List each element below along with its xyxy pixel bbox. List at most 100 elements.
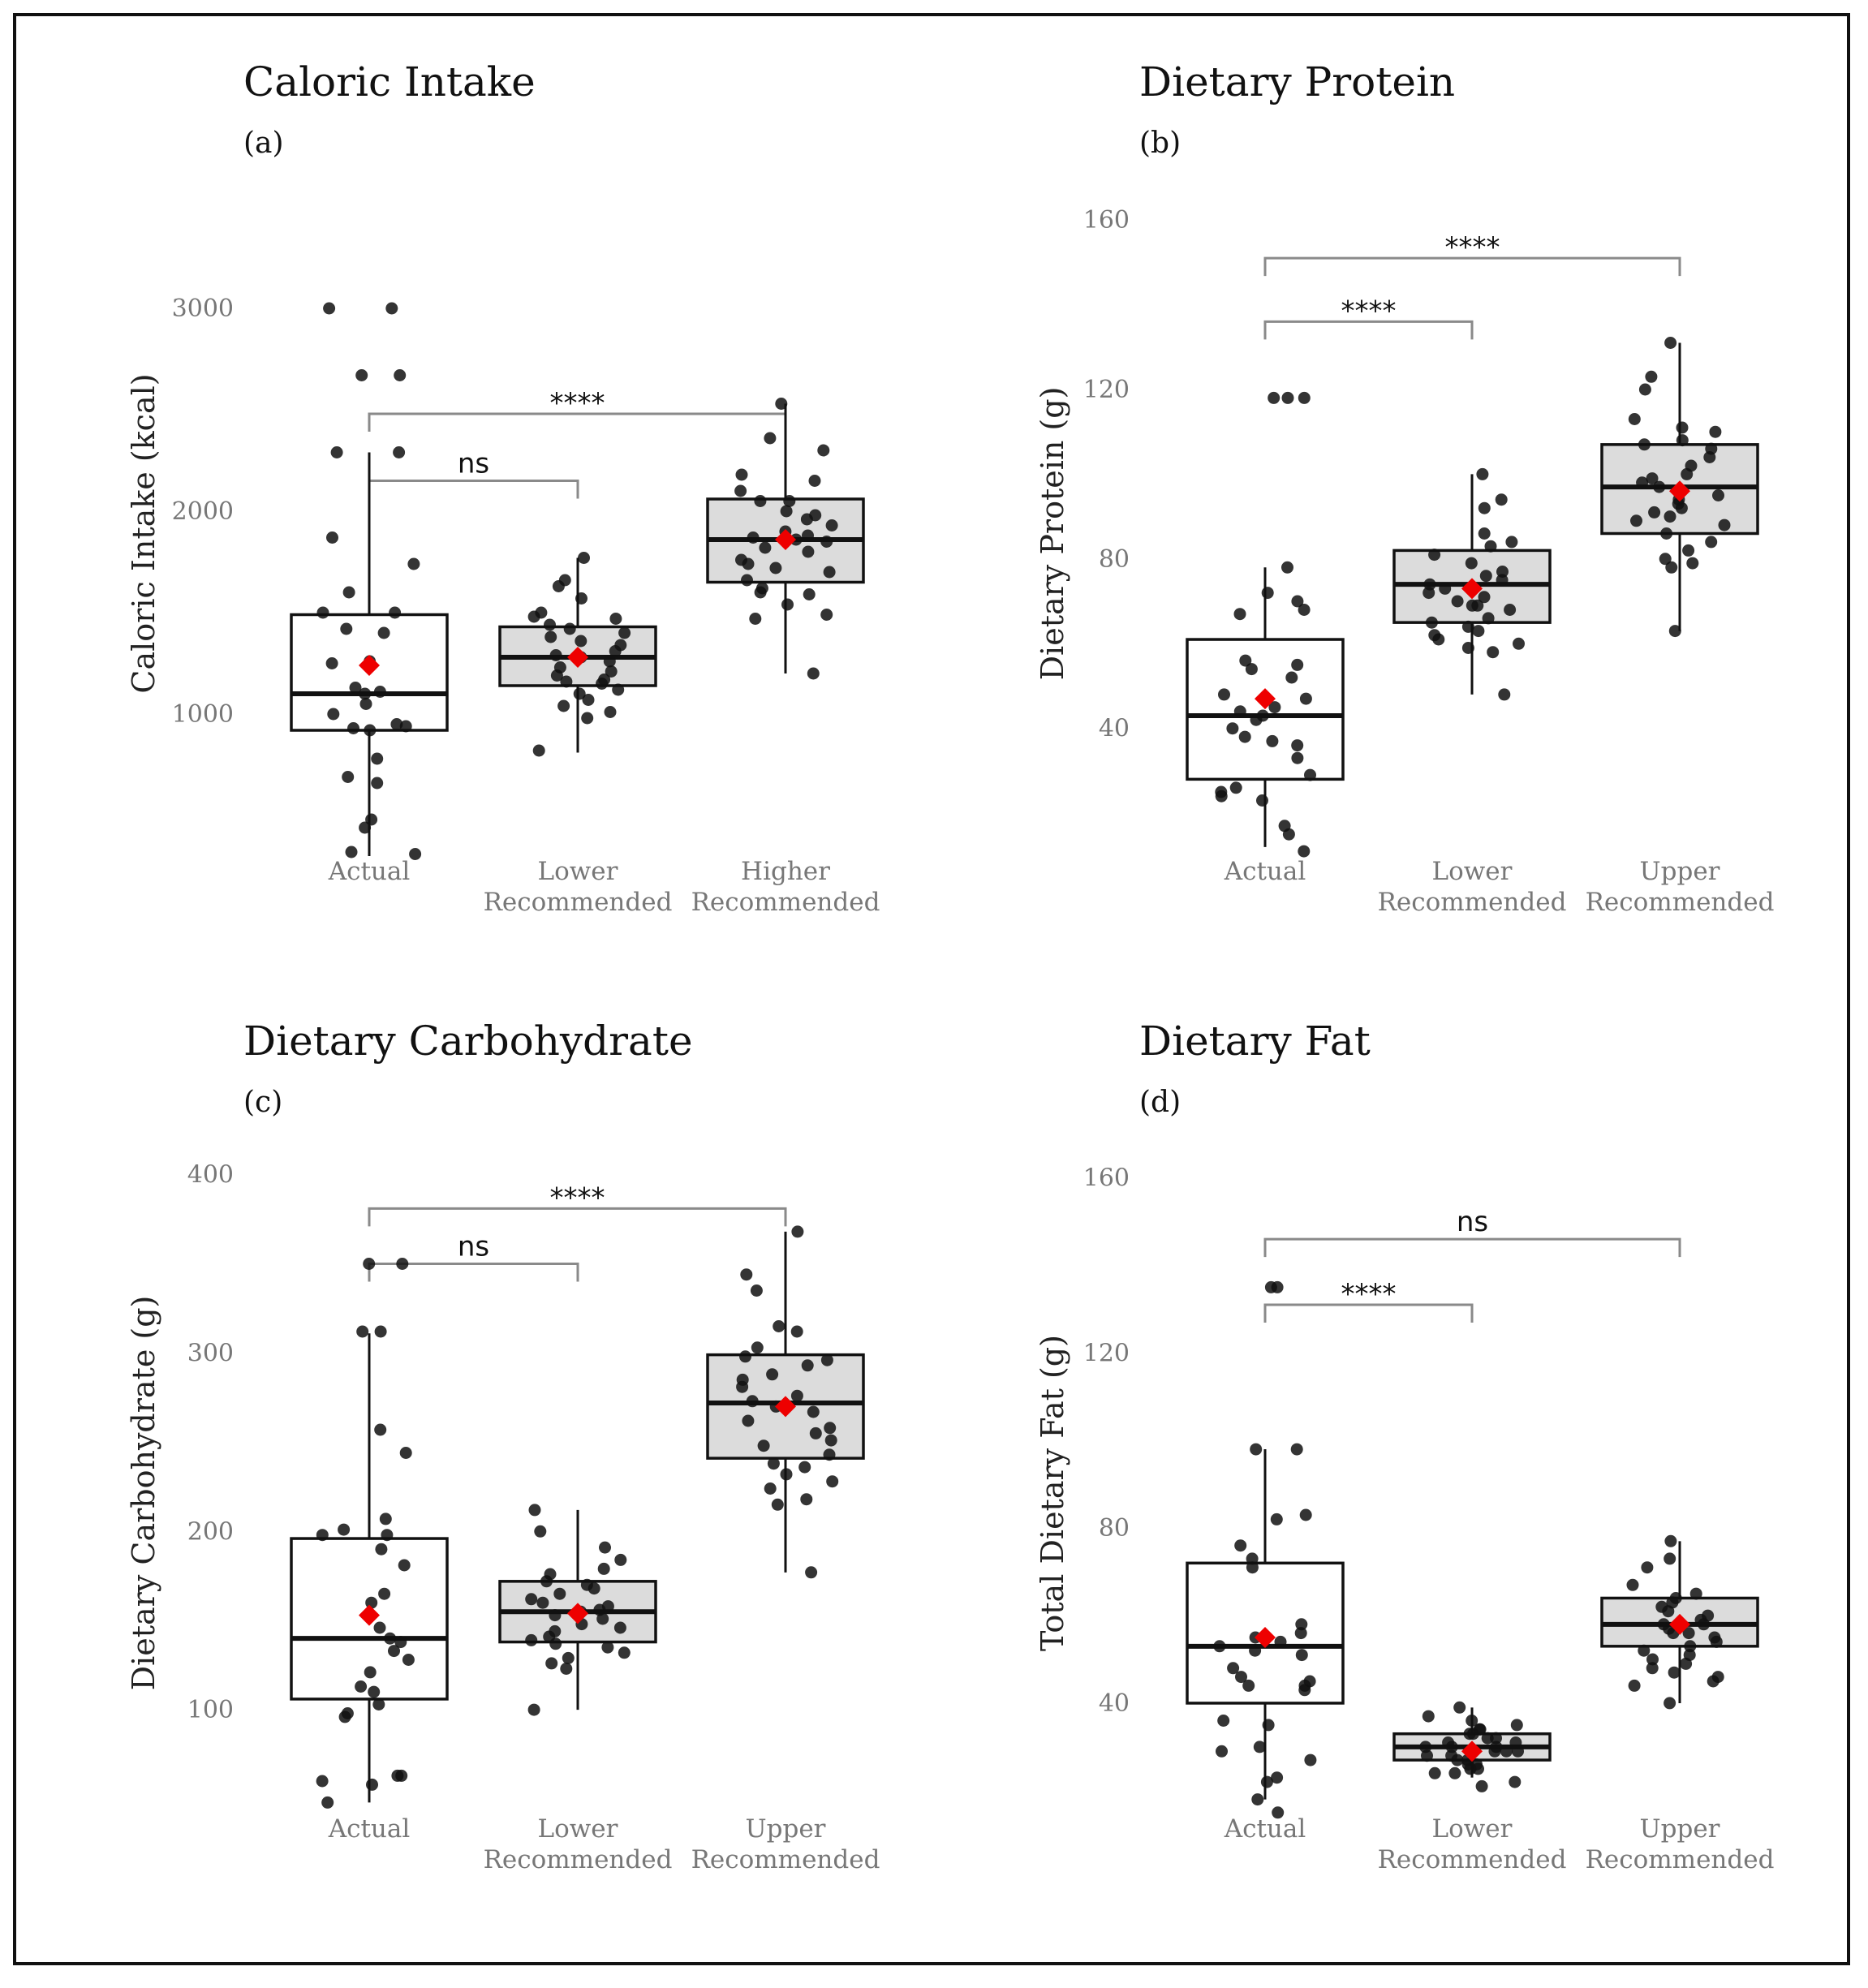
data-point (373, 686, 386, 698)
data-point (604, 706, 617, 718)
data-point (1246, 1561, 1259, 1574)
data-point (1478, 591, 1491, 604)
data-point (1628, 1679, 1641, 1692)
data-point (1238, 730, 1251, 743)
data-point (549, 649, 562, 661)
data-point (800, 1493, 813, 1506)
data-point (1451, 1753, 1464, 1766)
data-point (391, 1769, 404, 1782)
data-point (1712, 489, 1724, 501)
data-point (826, 1475, 839, 1488)
data-point (399, 720, 412, 733)
data-point (375, 1543, 388, 1556)
panel-title: Dietary Protein (1139, 58, 1455, 105)
mean-marker (1669, 480, 1690, 502)
x-tick-label: Upper (1640, 857, 1720, 886)
mean-marker (1461, 1741, 1483, 1762)
data-point (1299, 1508, 1312, 1521)
data-point (1229, 781, 1242, 794)
data-point (359, 698, 372, 710)
data-point (534, 1525, 547, 1538)
data-point (1448, 1766, 1461, 1779)
data-point (754, 495, 767, 507)
data-point (751, 1341, 764, 1354)
significance-bracket (368, 1207, 787, 1227)
data-point (1481, 1732, 1494, 1745)
data-point (330, 446, 343, 458)
significance-label: **** (1341, 1278, 1397, 1310)
mean-marker (1461, 578, 1483, 600)
data-point (609, 613, 622, 625)
panel-letter: (c) (243, 1086, 282, 1119)
data-point (1298, 845, 1311, 858)
data-point (780, 505, 793, 518)
data-point (527, 610, 540, 623)
data-point (1628, 413, 1641, 425)
data-point (379, 1513, 392, 1525)
data-point (1445, 1741, 1458, 1753)
panel-letter: (a) (243, 127, 284, 160)
data-point (345, 846, 358, 858)
data-point (803, 588, 816, 600)
data-point (1218, 688, 1230, 701)
data-point (800, 513, 813, 526)
data-point (544, 630, 557, 643)
data-point (1686, 557, 1699, 570)
data-point (1646, 1662, 1659, 1675)
data-point (742, 557, 755, 570)
data-point (735, 468, 748, 481)
data-point (368, 1685, 381, 1698)
data-point (1490, 1732, 1502, 1745)
data-point (1496, 574, 1509, 587)
data-point (398, 1559, 411, 1572)
data-point (603, 655, 616, 668)
data-point (790, 1325, 803, 1338)
data-point (536, 1596, 549, 1609)
significance-label: ns (458, 1231, 489, 1263)
y-tick-label: 160 (1083, 1164, 1130, 1193)
data-point (1294, 1627, 1307, 1640)
data-point (394, 1636, 407, 1649)
data-point (1262, 1719, 1275, 1732)
significance-label: ns (1457, 1206, 1488, 1238)
box-iqr (706, 1353, 865, 1460)
data-point (754, 586, 767, 599)
data-point (614, 1553, 627, 1566)
data-point (820, 536, 833, 548)
data-point (1478, 527, 1491, 540)
data-point (823, 1448, 836, 1461)
x-tick-label: Upper (1640, 1814, 1720, 1844)
data-point (373, 1621, 386, 1634)
x-tick-label: Higher (741, 857, 830, 886)
data-point (769, 562, 782, 574)
data-point (581, 712, 594, 725)
x-tick-label-line2: Recommended (1586, 888, 1775, 917)
data-point (618, 626, 631, 639)
data-point (1689, 1587, 1702, 1600)
data-point (771, 1498, 784, 1511)
data-point (560, 1663, 573, 1675)
data-point (1227, 1662, 1240, 1675)
data-point (1425, 616, 1438, 629)
data-point (525, 1593, 538, 1606)
data-point (749, 613, 762, 625)
x-tick-label: Actual (1224, 857, 1306, 886)
y-tick-label: 120 (1083, 376, 1130, 404)
data-point (326, 531, 338, 544)
data-point (552, 580, 565, 592)
data-point (1464, 1762, 1477, 1775)
x-tick-label: Actual (1224, 1814, 1306, 1844)
data-point (1665, 561, 1678, 574)
data-point (1482, 612, 1495, 625)
data-point (338, 1710, 351, 1723)
data-point (389, 606, 402, 619)
data-point (767, 1457, 780, 1470)
mean-marker (567, 1603, 588, 1624)
data-point (1215, 790, 1228, 803)
data-point (820, 1353, 833, 1366)
data-point (1648, 506, 1661, 519)
data-point (783, 495, 796, 507)
data-point (1271, 1280, 1284, 1293)
data-point (1504, 604, 1517, 616)
data-point (741, 574, 753, 587)
